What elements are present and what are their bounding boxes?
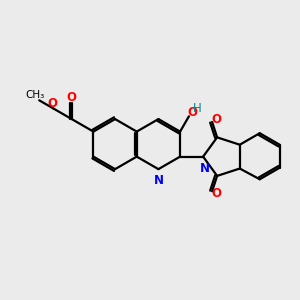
Text: H: H <box>193 102 202 116</box>
Text: O: O <box>48 97 58 110</box>
Text: O: O <box>66 91 76 104</box>
Text: O: O <box>211 187 221 200</box>
Text: N: N <box>200 162 210 175</box>
Text: O: O <box>211 113 221 126</box>
Text: O: O <box>187 106 197 119</box>
Text: CH₃: CH₃ <box>25 90 44 100</box>
Text: N: N <box>153 174 164 187</box>
